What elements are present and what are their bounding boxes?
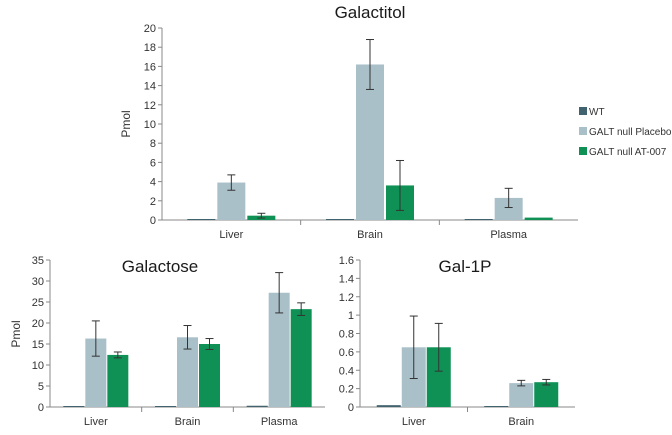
y-tick-label: 15	[32, 339, 44, 351]
y-tick-label: 12	[144, 100, 156, 112]
legend-swatch-wt	[579, 107, 587, 115]
legend-swatch-galt-null-placebo	[579, 127, 587, 135]
bar-galt-null-at-007-plasma	[524, 217, 553, 220]
x-tick-label-liver: Liver	[219, 229, 243, 241]
y-axis-label: Pmol	[119, 110, 133, 137]
x-tick-label-brain: Brain	[508, 416, 534, 428]
y-tick-label: 20	[144, 23, 156, 35]
bar-galt-null-placebo-brain	[509, 383, 534, 407]
legend: WT GALT null Placebo GALT null AT-007	[579, 107, 672, 158]
bar-wt-liver	[63, 406, 85, 407]
bar-wt-plasma	[246, 405, 268, 407]
bar-wt-brain	[484, 406, 509, 407]
y-tick-label: 8	[150, 138, 156, 150]
y-axis-label: Pmol	[9, 320, 23, 347]
y-tick-label: 18	[144, 42, 156, 54]
bar-galt-null-placebo-brain	[177, 337, 198, 407]
y-tick-label: 4	[150, 177, 156, 189]
y-tick-label: 6	[150, 157, 156, 169]
bar-galt-null-at-007-liver	[107, 354, 129, 407]
y-tick-label: 10	[32, 360, 44, 372]
bar-galt-null-at-007-plasma	[290, 309, 312, 407]
y-tick-label: 14	[144, 81, 156, 93]
chart-title: Gal-1P	[439, 257, 492, 276]
y-tick-label: 0.6	[339, 347, 354, 359]
y-tick-label: 0.8	[339, 329, 354, 341]
x-tick-label-liver: Liver	[84, 416, 108, 428]
y-tick-label: 1.2	[339, 292, 354, 304]
y-tick-label: 0	[150, 215, 156, 227]
x-tick-label-plasma: Plasma	[261, 416, 299, 428]
legend-label-galt-null-placebo: GALT null Placebo	[589, 127, 672, 138]
bar-galt-null-placebo-plasma	[494, 197, 523, 220]
legend-label-wt: WT	[589, 107, 605, 118]
chart-galactitol: Galactitol Pmol 0 2 4 6 8 10 12 14 16 18 20 Liver Brai…	[119, 3, 578, 241]
bar-galt-null-at-007-brain	[534, 382, 559, 407]
chart-gal-1p: Gal-1P 0 0.2 0.4 0.6 0.8 1 1.2 1.4 1.6 Liver Brain	[339, 255, 575, 428]
y-tick-label: 2	[150, 196, 156, 208]
x-tick-label-brain: Brain	[175, 416, 201, 428]
bar-galt-null-placebo-brain	[356, 64, 384, 220]
x-tick-label-brain: Brain	[357, 229, 383, 241]
y-tick-label: 0	[38, 402, 44, 414]
y-tick-label: 10	[144, 119, 156, 131]
x-tick-label-plasma: Plasma	[490, 229, 528, 241]
y-tick-label: 30	[32, 276, 44, 288]
y-tick-label: 0.4	[339, 365, 354, 377]
bar-galt-null-placebo-plasma	[268, 292, 290, 407]
chart-title: Galactitol	[335, 3, 406, 22]
y-tick-label: 16	[144, 61, 156, 73]
y-tick-label: 1.4	[339, 273, 354, 285]
bar-wt-brain	[326, 219, 354, 220]
bar-wt-brain	[155, 406, 176, 407]
bar-galt-null-placebo-liver	[85, 338, 107, 407]
chart-galactose: Galactose Pmol 0 5 10 15 20 25 30 35 Liver Brain Pla…	[9, 255, 325, 428]
y-tick-label: 0	[348, 402, 354, 414]
chart-title: Galactose	[122, 257, 199, 276]
y-tick-label: 35	[32, 255, 44, 267]
bar-wt-liver	[376, 405, 401, 407]
y-tick-label: 5	[38, 381, 44, 393]
legend-label-galt-null-at-007: GALT null AT-007	[589, 147, 667, 158]
y-tick-label: 20	[32, 318, 44, 330]
bar-wt-plasma	[464, 219, 493, 220]
legend-swatch-galt-null-at-007	[579, 147, 587, 155]
bar-wt-liver	[187, 219, 216, 220]
bar-galt-null-at-007-brain	[199, 344, 220, 407]
y-tick-label: 1.6	[339, 255, 354, 267]
x-tick-label-liver: Liver	[402, 416, 426, 428]
y-tick-label: 0.2	[339, 384, 354, 396]
y-tick-label: 25	[32, 297, 44, 309]
y-tick-label: 1	[348, 310, 354, 322]
